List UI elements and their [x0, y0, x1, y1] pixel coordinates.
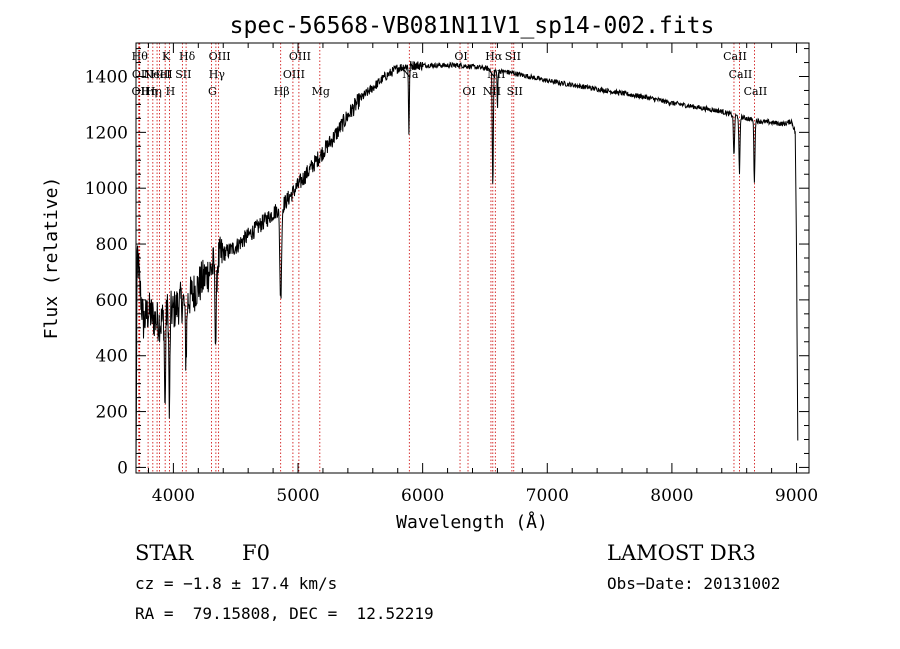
marker-label-4: Hη: [146, 85, 162, 98]
x-tick-label-4: 8000: [650, 486, 693, 506]
marker-label-8: H: [166, 85, 176, 98]
marker-label-11: G: [208, 85, 217, 98]
x-tick-label-2: 6000: [401, 486, 444, 506]
y-tick-label-6: 1200: [85, 123, 128, 143]
y-axis-label: Flux (relative): [41, 177, 62, 340]
marker-label-9: SII: [175, 68, 191, 81]
marker-label-7: K: [162, 50, 171, 63]
marker-label-28: CaII: [744, 85, 768, 98]
marker-label-25: SII: [507, 85, 523, 98]
marker-label-3: Hη: [141, 85, 157, 98]
marker-label-19: OI: [454, 50, 467, 63]
x-tick-label-5: 9000: [775, 486, 818, 506]
y-tick-label-7: 1400: [85, 68, 128, 88]
x-tick-label-1: 5000: [276, 486, 319, 506]
subclass: F0: [242, 541, 270, 565]
object-class: STAR: [135, 541, 194, 565]
coordinates: RA = 79.15808, DEC = 12.52219: [135, 604, 434, 623]
marker-label-12: Hγ: [209, 68, 226, 81]
obs-date: Obs−Date: 20131002: [607, 574, 781, 593]
chart-title: spec-56568-VB081N11V1_sp14-002.fits: [230, 13, 715, 39]
marker-label-13: OIII: [209, 50, 231, 63]
marker-label-15: OIII: [283, 68, 305, 81]
y-tick-label-5: 1000: [85, 179, 128, 199]
marker-label-14: Hβ: [274, 85, 290, 98]
x-tick-label-3: 7000: [526, 486, 569, 506]
y-tick-label-4: 800: [96, 235, 128, 255]
y-axis: 0 200 400 600 800 1000 1200 1400: [85, 48, 809, 478]
marker-label-18: Na: [402, 68, 419, 81]
marker-label-24: SII: [505, 50, 521, 63]
y-tick-label-2: 400: [96, 347, 128, 367]
survey-name: LAMOST DR3: [607, 541, 756, 565]
marker-label-26: CaII: [723, 50, 747, 63]
line-markers: HθOIIOIIHηHηNeIIIHeIKHSIIHδGHγOIIIHβOIII…: [132, 43, 768, 473]
marker-label-16: OIII: [289, 50, 311, 63]
marker-label-17: Mg: [312, 85, 330, 98]
redshift-cz: cz = −1.8 ± 17.4 km/s: [135, 574, 338, 593]
spectrum-line: [135, 61, 799, 461]
marker-label-22: Hα: [485, 50, 503, 63]
marker-label-10: Hδ: [179, 50, 196, 63]
x-axis: 4000 5000 6000 7000 8000 9000: [147, 43, 818, 506]
x-tick-label-0: 4000: [152, 486, 195, 506]
marker-label-6: HeI: [150, 68, 170, 81]
marker-label-20: OI: [462, 85, 475, 98]
x-axis-label: Wavelength (Å): [396, 511, 548, 533]
y-tick-label-0: 0: [117, 458, 128, 478]
y-tick-label-1: 200: [96, 403, 128, 423]
marker-label-27: CaII: [729, 68, 753, 81]
y-tick-label-3: 600: [96, 291, 128, 311]
